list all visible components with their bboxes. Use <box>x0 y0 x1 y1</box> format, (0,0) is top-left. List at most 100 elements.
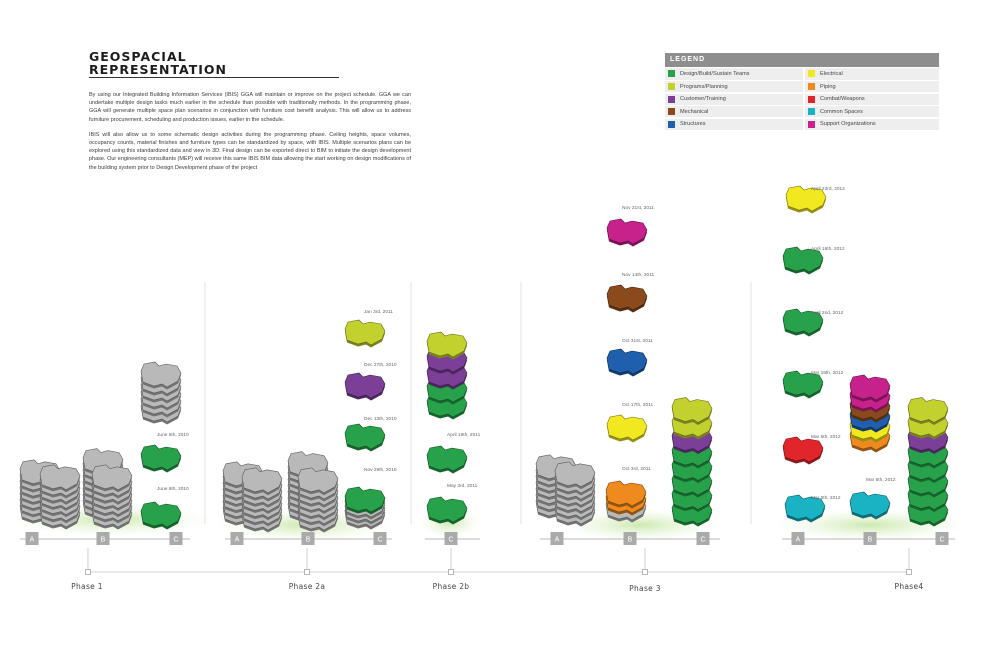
zone-letter: B <box>101 537 106 544</box>
p4-plate-mar5a <box>784 494 826 523</box>
legend-item: Support Organizations <box>805 118 939 130</box>
p1-stack-c-gray <box>140 361 182 425</box>
date-label: Dec 13th, 2010 <box>364 416 397 422</box>
date-label: Mar 5th, 2012 <box>866 477 896 483</box>
date-label: Mar 5th, 2012 <box>811 495 841 501</box>
p3-stack-c <box>671 397 713 527</box>
plate-top <box>606 414 648 441</box>
p2a-stack-c <box>344 486 386 530</box>
p1-stack-a2 <box>39 464 81 530</box>
p4-plate-apr23 <box>785 185 827 214</box>
legend-swatch <box>668 95 675 103</box>
intro-paragraph-1: By using our Integrated Building Informa… <box>89 92 411 123</box>
floor-plate <box>39 464 81 493</box>
p2a-plate-dec13 <box>344 423 386 452</box>
zone-marker: C <box>444 532 458 545</box>
zone-marker: C <box>935 532 949 545</box>
zone-box <box>935 532 949 545</box>
date-label: June 6th, 2010 <box>157 486 189 492</box>
legend: LEGEND Design/Build/Sustain Teams Electri… <box>665 53 939 130</box>
legend-item: Programs/Planning <box>665 80 803 93</box>
zone-box <box>623 532 637 545</box>
plate-top <box>344 319 386 346</box>
p3-plate-nov21 <box>606 218 648 247</box>
date-label: June 6th, 2010 <box>157 432 189 438</box>
plate-top <box>849 491 891 518</box>
plate-top <box>297 467 339 494</box>
zone-box <box>169 532 183 545</box>
zone-box <box>373 532 387 545</box>
timeline-node <box>304 569 310 575</box>
plate-top <box>241 467 283 494</box>
floor-plate <box>907 397 949 425</box>
p2a-plate-jan3 <box>344 319 386 348</box>
floor-plate <box>140 361 182 390</box>
legend-swatch <box>808 83 815 91</box>
zone-box <box>25 532 39 545</box>
zone-letter: C <box>377 537 382 544</box>
plate-top <box>140 501 182 528</box>
legend-label: Structures <box>680 121 706 128</box>
date-label: April 19th, 2011 <box>447 432 481 438</box>
plate-top <box>671 397 713 423</box>
intro-text: By using our Integrated Building Informa… <box>89 91 411 179</box>
zone-letter: B <box>306 537 311 544</box>
legend-swatch <box>668 120 675 128</box>
plate-top <box>344 423 386 450</box>
legend-item: Piping <box>805 80 939 93</box>
zone-marker: C <box>373 532 387 545</box>
date-label: Nov 29th, 2010 <box>364 467 397 473</box>
legend-item: Customer/Training <box>665 93 803 105</box>
p2a-plate-dec27 <box>344 372 386 401</box>
plate-top <box>606 218 648 245</box>
p3-stack-b <box>605 480 647 523</box>
plate-top <box>344 372 386 399</box>
p1-stack-b2 <box>91 464 133 530</box>
zone-marker: C <box>169 532 183 545</box>
phase-label: Phase 3 <box>629 584 661 593</box>
plate-top <box>606 348 648 375</box>
floor-plate <box>344 486 386 515</box>
zone-box <box>696 532 710 545</box>
legend-title: LEGEND <box>665 53 939 67</box>
zone-box <box>863 532 877 545</box>
legend-label: Customer/Training <box>680 96 726 103</box>
legend-label: Mechanical <box>680 108 709 115</box>
legend-label: Combat/Weapons <box>820 96 865 103</box>
legend-swatch <box>668 108 675 116</box>
zone-box <box>550 532 564 545</box>
zone-marker: A <box>550 532 564 545</box>
legend-item: Structures <box>665 118 803 130</box>
legend-swatch <box>808 120 815 128</box>
p4-plate-apr16 <box>782 246 824 275</box>
plate-top <box>140 444 182 471</box>
zone-marker: B <box>863 532 877 545</box>
plate-top <box>606 284 648 311</box>
p4-plate-mar5b <box>782 436 824 465</box>
plate-top <box>605 480 647 507</box>
plate-top <box>782 370 824 397</box>
plate-top <box>907 397 949 423</box>
plate-top <box>785 185 827 212</box>
legend-label: Design/Build/Sustain Teams <box>680 70 750 77</box>
plate-top <box>140 361 182 388</box>
legend-swatch <box>668 70 675 78</box>
p2a-stack-a2 <box>241 467 283 533</box>
zone-letter: B <box>628 537 633 544</box>
zone-letter: C <box>700 537 705 544</box>
floor-plate <box>241 467 283 496</box>
legend-label: Piping <box>820 83 836 90</box>
plate-top <box>782 436 824 463</box>
plate-top <box>344 486 386 513</box>
legend-item: Mechanical <box>665 106 803 118</box>
p4-plate-mar5c <box>849 491 891 520</box>
timeline-node <box>642 569 648 575</box>
date-label: Oct 3rd, 2011 <box>622 466 651 472</box>
legend-item: Combat/Weapons <box>805 93 939 105</box>
plate-top <box>426 445 468 472</box>
zone-letter: C <box>173 537 178 544</box>
zone-box <box>791 532 805 545</box>
plate-top <box>782 246 824 273</box>
floor-plate <box>426 331 468 360</box>
legend-label: Electrical <box>820 70 843 77</box>
